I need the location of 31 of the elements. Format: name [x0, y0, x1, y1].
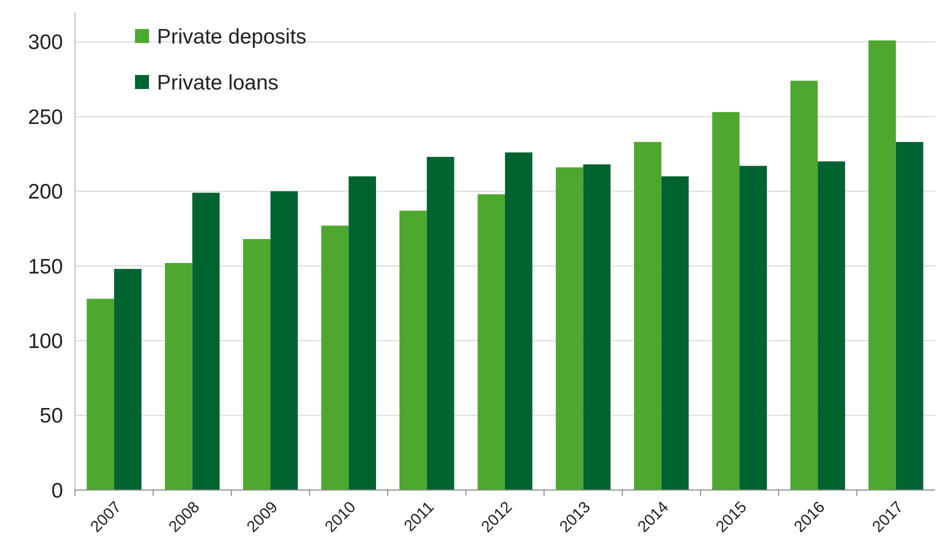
- bar: [634, 142, 662, 490]
- bar: [86, 298, 114, 490]
- y-tick-label: 0: [51, 479, 63, 502]
- y-tick-label: 100: [28, 330, 63, 353]
- bar: [790, 80, 818, 490]
- bar: [348, 176, 376, 490]
- y-tick-label: 300: [28, 31, 63, 54]
- bar: [321, 226, 349, 490]
- bar: [243, 239, 270, 490]
- bar: [583, 164, 611, 490]
- bar: [661, 176, 689, 490]
- bar: [896, 142, 924, 490]
- bar: [712, 112, 740, 490]
- bar: [114, 268, 142, 490]
- bar: [399, 210, 427, 490]
- bar: [426, 156, 454, 490]
- bar: [164, 262, 192, 490]
- bar: [270, 191, 298, 490]
- bar: [192, 192, 220, 490]
- y-tick-label: 50: [40, 404, 63, 428]
- y-tick-label: 250: [28, 106, 63, 129]
- y-tick-label: 200: [28, 180, 63, 204]
- bar: [478, 194, 505, 490]
- bar: [556, 167, 584, 490]
- y-tick-label: 150: [28, 255, 63, 278]
- bar: [868, 40, 896, 490]
- bar: [505, 152, 532, 490]
- legend-label: Private deposits: [157, 25, 306, 48]
- bar: [740, 166, 767, 490]
- bar: [818, 161, 846, 490]
- legend-label: Private loans: [157, 71, 278, 94]
